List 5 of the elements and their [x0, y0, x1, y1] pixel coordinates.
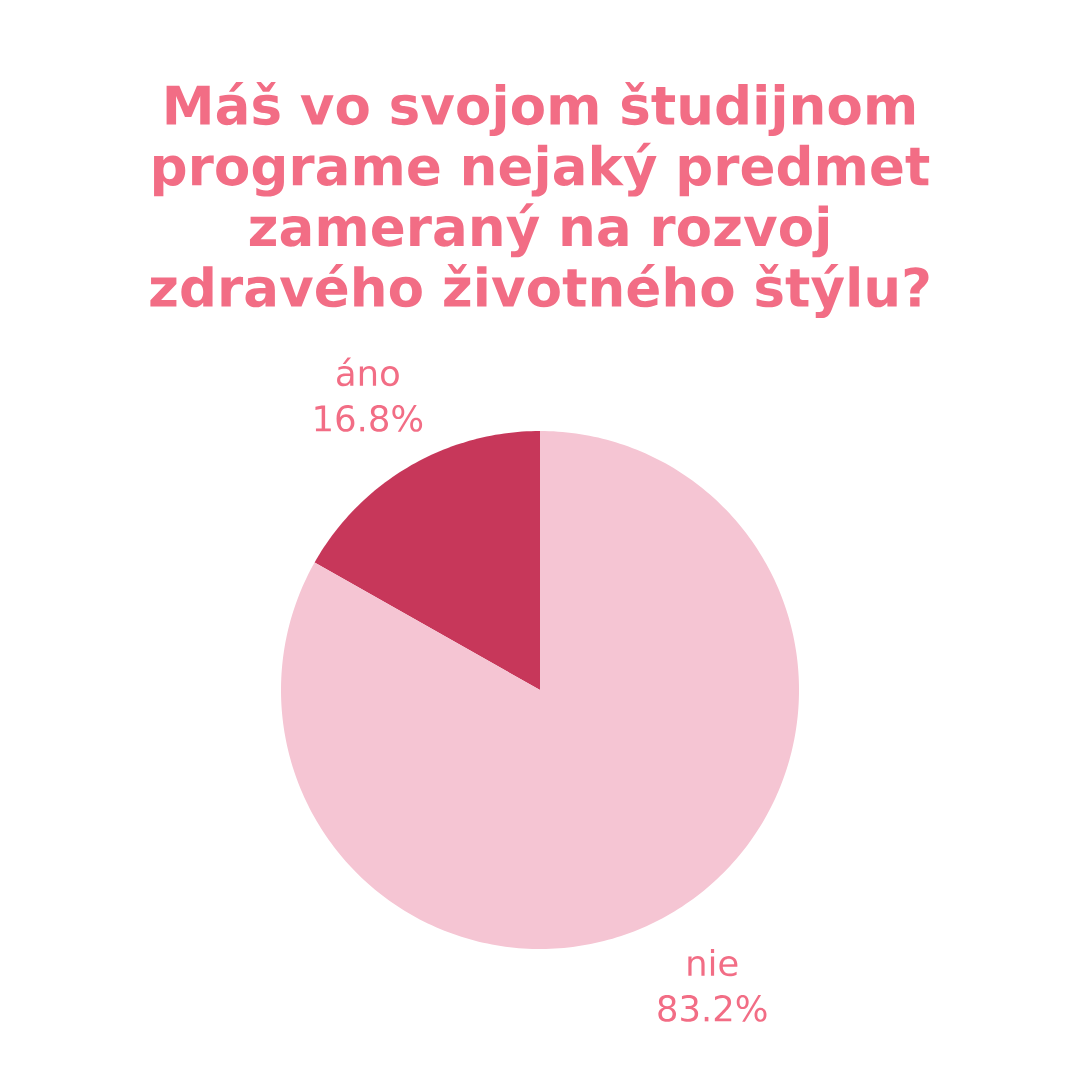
- chart-title: Máš vo svojom študijnom programe nejaký predmet zameraný na rozvoj zdravého životného štýlu?: [150, 81, 930, 319]
- slice-label: áno: [337, 357, 399, 387]
- slice-label: nie: [688, 948, 738, 977]
- data-label: 16.8%: [315, 405, 423, 432]
- data-label: 83.2%: [658, 995, 767, 1022]
